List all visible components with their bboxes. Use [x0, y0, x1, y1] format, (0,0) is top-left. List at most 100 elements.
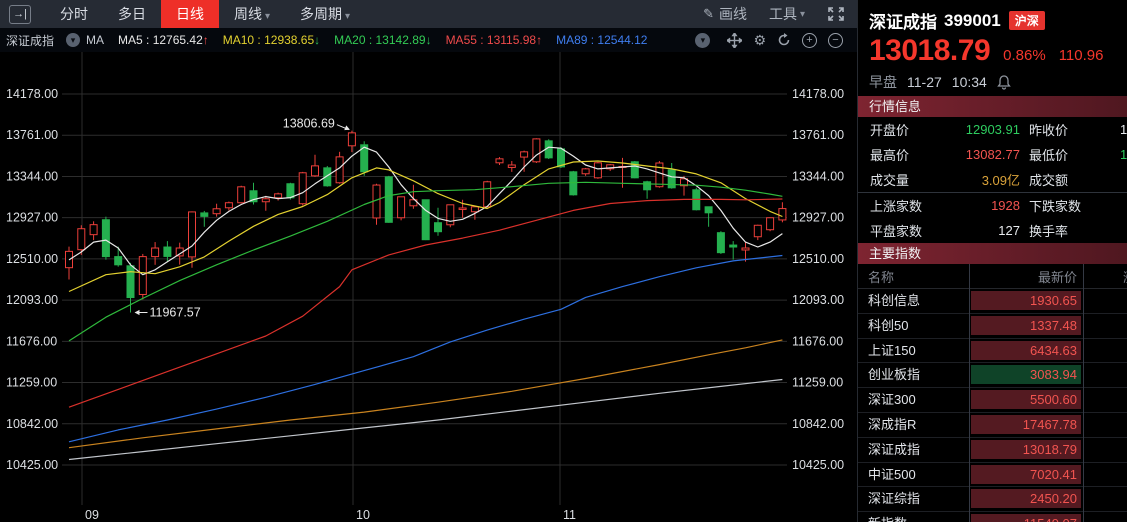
- chevron-down-icon: ▾: [799, 8, 805, 20]
- instrument-title: 深证成指 399001 沪深: [869, 8, 1045, 33]
- session-label: 早盘: [869, 74, 897, 90]
- candle-body: [224, 202, 233, 209]
- ma-line-MA89: [68, 254, 783, 443]
- candle-body: [274, 193, 283, 199]
- ma-group-label: MA: [86, 33, 105, 47]
- y-tick-left: 12927.00: [6, 211, 58, 225]
- index-row-深证成指[interactable]: 深证成指 13018.79: [858, 438, 1127, 463]
- market-info-grid: 开盘价 12903.91 昨收价 1 最高价 13082.77 最低价 1 成交量 3.09亿 成交…: [858, 117, 1127, 243]
- pan-icon[interactable]: [727, 32, 743, 48]
- tab-多日[interactable]: 多日: [118, 6, 146, 22]
- candle-body: [704, 206, 713, 214]
- bell-icon[interactable]: [997, 74, 1011, 90]
- candle-body: [421, 199, 430, 241]
- candlestick-chart[interactable]: 14178.00 14178.00 13761.00 13761.00 13344.00…: [0, 52, 857, 522]
- info-row: 成交量 3.09亿 成交额: [858, 167, 1127, 192]
- tab-多周期[interactable]: 多周期 ▾: [300, 6, 351, 22]
- index-name: 新指数: [868, 512, 907, 522]
- info-label: 昨收价: [1029, 123, 1069, 138]
- y-tick-right: 13344.00: [792, 169, 844, 183]
- candle-body: [384, 176, 393, 223]
- candle-body: [593, 162, 602, 179]
- y-tick-right: 10425.00: [792, 458, 844, 472]
- index-row-中证500[interactable]: 中证500 7020.41: [858, 463, 1127, 488]
- annotation-arrowhead: [344, 125, 350, 131]
- index-row-科创50[interactable]: 科创50 1337.48: [858, 314, 1127, 339]
- candle-body: [298, 172, 307, 205]
- refresh-icon[interactable]: [777, 33, 791, 47]
- info-label: 开盘价: [870, 123, 910, 138]
- tab-周线[interactable]: 周线 ▾: [234, 6, 271, 22]
- settings-gear-icon[interactable]: ⚙: [753, 31, 766, 48]
- x-tick: 10: [356, 508, 370, 522]
- info-value: 1928: [991, 198, 1020, 213]
- info-label: 最低价: [1029, 148, 1069, 163]
- fullscreen-icon[interactable]: [827, 6, 845, 22]
- quote-time: 10:34: [951, 74, 987, 90]
- drawing-tools: ✎ 画线 工具 ▾: [703, 4, 827, 24]
- pencil-icon: ✎: [703, 6, 714, 21]
- annotation-arrowhead: [134, 309, 140, 316]
- candle-body: [286, 183, 295, 199]
- y-tick-left: 12510.00: [6, 252, 58, 266]
- y-tick-right: 13761.00: [792, 128, 844, 142]
- index-row-科创信息[interactable]: 科创信息 1930.65: [858, 289, 1127, 314]
- index-row-深证300[interactable]: 深证300 5500.60: [858, 388, 1127, 413]
- candle-body: [323, 167, 332, 187]
- info-value: 13082.77: [965, 147, 1020, 162]
- index-last-price: 3083.94: [971, 365, 1081, 385]
- arrow-up-icon: ↑: [202, 33, 209, 47]
- info-label: 上涨家数: [870, 199, 923, 214]
- quote-panel: 深证成指 399001 沪深 13018.79 0.86% 110.96 早盘 …: [857, 0, 1127, 522]
- tab-日线[interactable]: 日线: [161, 0, 219, 28]
- toolbar-right: ✎ 画线 工具 ▾: [703, 4, 857, 24]
- table-divider: [1083, 264, 1084, 522]
- tab-分时[interactable]: 分时: [60, 6, 88, 22]
- info-row: 平盘家数 127 换手率: [858, 218, 1127, 243]
- index-last-price: 17467.78: [971, 414, 1081, 434]
- index-name: 科创50: [868, 317, 909, 333]
- change-percent: 0.86%: [1003, 47, 1046, 64]
- candle-body: [397, 196, 406, 219]
- candle-body: [200, 212, 209, 217]
- index-row-新指数[interactable]: 新指数 11549.07: [858, 512, 1127, 522]
- index-name: 创业板指: [868, 367, 921, 383]
- y-tick-right: 14178.00: [792, 87, 844, 101]
- candle-body: [249, 190, 258, 203]
- index-row-上证150[interactable]: 上证150 6434.63: [858, 339, 1127, 364]
- candle-body: [212, 208, 221, 215]
- index-row-深成指R[interactable]: 深成指R 17467.78: [858, 413, 1127, 438]
- ma-line-MA10: [68, 160, 783, 293]
- info-label: 成交额: [1029, 173, 1069, 188]
- ma-dropdown-icon[interactable]: ▾: [66, 33, 81, 47]
- y-tick-left: 11676.00: [6, 334, 57, 348]
- chart-panel: →| 分时 多日 日线 周线 ▾ 多周期 ▾ ✎ 画线 工具 ▾ 深证成指 ▾ MA MA5 : …: [0, 0, 857, 522]
- candle-body: [89, 224, 98, 236]
- y-tick-left: 14178.00: [6, 87, 58, 101]
- indicator-dropdown-icon[interactable]: ▾: [695, 32, 711, 48]
- candle-body: [446, 204, 455, 226]
- tool-工具[interactable]: 工具 ▾: [768, 6, 805, 22]
- info-value: 127: [998, 223, 1020, 238]
- collapse-panel-icon[interactable]: →|: [9, 4, 31, 24]
- candle-body: [360, 144, 369, 173]
- y-tick-left: 13761.00: [6, 128, 58, 142]
- chart-controls: ▾ ⚙ + −: [684, 32, 843, 49]
- index-name: 科创信息: [868, 293, 921, 308]
- index-row-深证综指[interactable]: 深证综指 2450.20: [858, 487, 1127, 513]
- index-last-price: 11549.07: [971, 514, 1081, 522]
- tool-画线[interactable]: ✎ 画线: [703, 6, 747, 22]
- index-row-创业板指[interactable]: 创业板指 3083.94: [858, 363, 1127, 389]
- y-tick-left: 10425.00: [6, 458, 58, 472]
- zoom-in-icon[interactable]: +: [802, 32, 817, 48]
- y-tick-right: 11259.00: [792, 376, 843, 390]
- change-absolute: 110.96: [1058, 47, 1104, 64]
- info-label: 换手率: [1029, 224, 1069, 239]
- candle-body: [77, 228, 86, 251]
- ma-line-MA55: [68, 198, 783, 408]
- zoom-out-icon[interactable]: −: [828, 32, 843, 48]
- y-tick-left: 12093.00: [6, 293, 58, 307]
- y-tick-left: 10842.00: [6, 417, 58, 431]
- index-name: 中证500: [868, 466, 916, 482]
